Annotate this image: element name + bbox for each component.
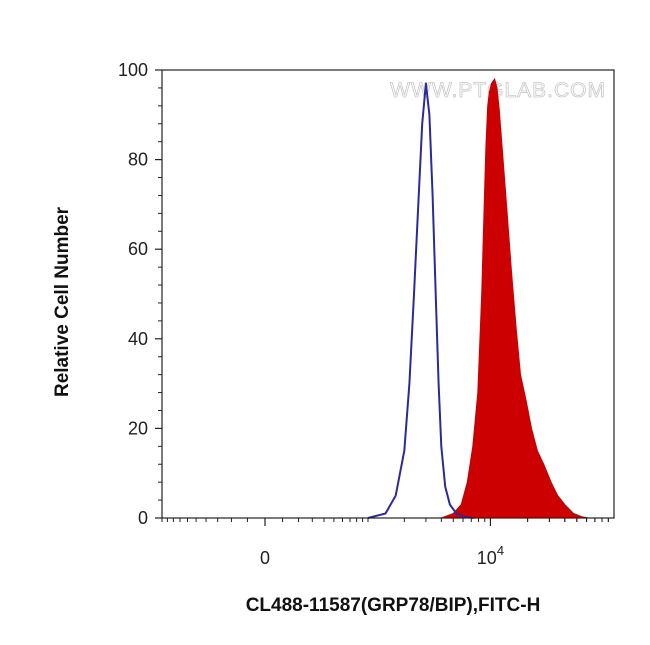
x-axis-title: CL488-11587(GRP78/BIP),FITC-H bbox=[246, 595, 541, 616]
y-axis-title: Relative Cell Number bbox=[52, 206, 73, 397]
y-tick-label: 40 bbox=[128, 329, 148, 349]
y-tick-label: 80 bbox=[128, 150, 148, 170]
x-tick-label: 104 bbox=[477, 543, 504, 568]
y-tick-label: 100 bbox=[118, 60, 148, 80]
axes-layer: 0 20 40 60 80 100 0 104 bbox=[118, 60, 615, 568]
plot-frame bbox=[161, 69, 615, 519]
x-tick-label: 0 bbox=[260, 548, 270, 568]
series-layer bbox=[367, 77, 589, 519]
y-tick-label: 0 bbox=[138, 508, 148, 528]
series-outline-histogram bbox=[367, 82, 474, 519]
y-tick-label: 20 bbox=[128, 418, 148, 438]
y-tick-label: 60 bbox=[128, 239, 148, 259]
series-filled-histogram bbox=[441, 77, 589, 519]
